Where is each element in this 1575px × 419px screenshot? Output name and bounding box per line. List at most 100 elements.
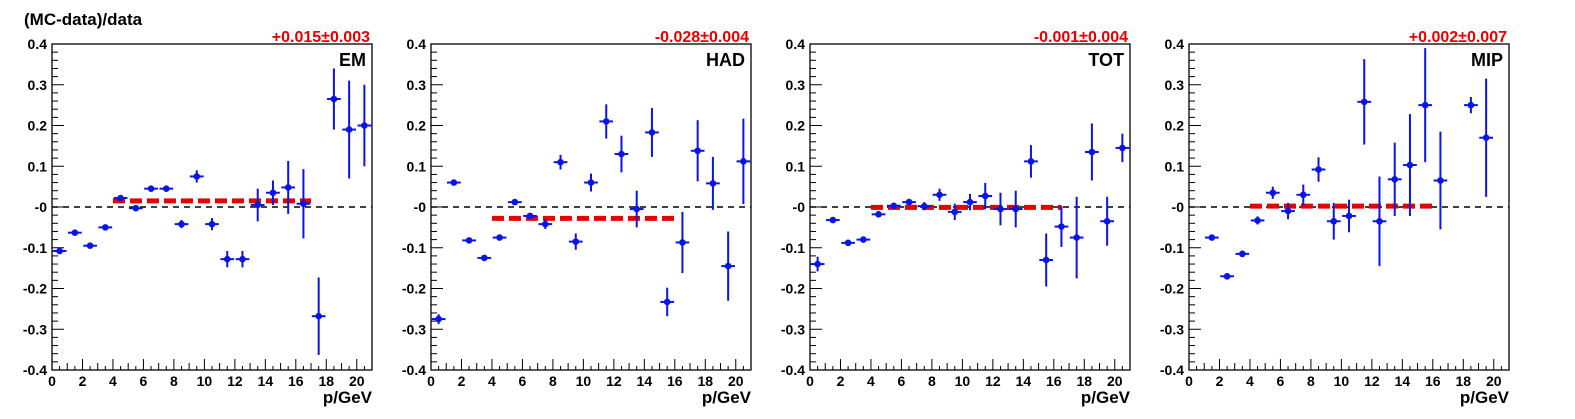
data-marker xyxy=(269,189,277,197)
data-marker xyxy=(239,255,246,263)
data-marker xyxy=(315,312,322,320)
y-tick-label: -0 xyxy=(1172,199,1185,215)
data-marker xyxy=(905,198,913,206)
x-tick-label: 14 xyxy=(637,373,653,389)
data-marker xyxy=(1376,217,1383,225)
y-tick-label: -0 xyxy=(35,199,48,215)
x-tick-label: 4 xyxy=(488,373,496,389)
y-tick-label: -0.2 xyxy=(23,281,47,297)
y-tick-label: -0.1 xyxy=(23,240,47,256)
data-marker xyxy=(829,216,837,224)
data-point xyxy=(189,170,204,183)
data-point xyxy=(205,218,219,231)
data-point xyxy=(220,251,235,268)
data-point xyxy=(614,135,629,173)
data-point xyxy=(477,254,492,262)
data-point xyxy=(706,156,720,210)
data-point xyxy=(1281,202,1295,220)
data-marker xyxy=(481,254,488,262)
data-marker xyxy=(1223,272,1231,280)
x-tick-label: 0 xyxy=(1185,373,1193,389)
y-tick-label: 0.2 xyxy=(1165,118,1185,134)
figure-y-axis-label: (MC-data)/data xyxy=(24,10,143,29)
panel-name-label: EM xyxy=(339,50,366,70)
panel-name-label: HAD xyxy=(706,50,745,70)
data-marker xyxy=(572,238,580,245)
data-marker xyxy=(345,126,353,133)
data-marker xyxy=(541,220,549,228)
x-axis-label: p/GeV xyxy=(1081,388,1131,407)
data-marker xyxy=(1315,166,1322,173)
y-tick-label: 0.1 xyxy=(407,158,427,174)
data-marker xyxy=(1391,175,1399,183)
data-marker xyxy=(1254,217,1261,224)
panel-mip: -0.4 -0.3 -0.2 -0.1 -0 0.1 0.2 0.3 0.4 0 2 4 6 8 10 12 1… xyxy=(1160,29,1510,407)
data-marker xyxy=(1269,189,1277,197)
data-point xyxy=(1024,145,1038,178)
y-tick-label: -0.4 xyxy=(402,362,426,378)
data-marker xyxy=(1360,98,1368,106)
data-marker xyxy=(1208,234,1216,241)
data-point xyxy=(629,190,644,228)
y-tick-label: -0.3 xyxy=(1160,321,1184,337)
panel-tot: -0.4 -0.3 -0.2 -0.1 -0 0.1 0.2 0.3 0.4 0 2 4 6 8 10 12 1… xyxy=(781,29,1131,407)
data-marker xyxy=(997,205,1004,213)
fit-result-label: -0.028±0.004 xyxy=(655,29,749,46)
data-marker xyxy=(602,118,610,125)
data-point xyxy=(296,169,311,239)
data-point xyxy=(645,107,659,157)
x-tick-label: 10 xyxy=(576,373,592,389)
data-marker xyxy=(86,242,94,250)
y-tick-label: -0.3 xyxy=(781,321,805,337)
x-tick-label: 4 xyxy=(867,373,875,389)
x-tick-label: 16 xyxy=(288,373,304,389)
data-point xyxy=(841,239,855,247)
data-marker xyxy=(465,237,473,244)
y-tick-label: 0.3 xyxy=(1165,77,1185,93)
data-point xyxy=(1008,190,1023,228)
data-marker xyxy=(496,234,503,241)
data-marker xyxy=(1012,205,1020,213)
x-tick-label: 20 xyxy=(349,373,365,389)
x-axis-label: p/GeV xyxy=(702,388,752,407)
y-tick-label: -0.1 xyxy=(402,240,426,256)
y-tick-label: 0.1 xyxy=(1165,158,1185,174)
y-tick-label: -0.1 xyxy=(1160,240,1184,256)
data-marker xyxy=(117,194,124,202)
x-tick-label: 8 xyxy=(928,373,936,389)
fit-result-label: +0.002±0.007 xyxy=(1409,29,1507,46)
data-marker xyxy=(147,185,155,192)
data-marker xyxy=(1482,134,1490,142)
data-marker xyxy=(1299,191,1307,199)
x-tick-label: 10 xyxy=(1334,373,1350,389)
data-point xyxy=(159,185,174,192)
y-tick-label: 0.2 xyxy=(28,118,48,134)
panel-had: -0.4 -0.3 -0.2 -0.1 -0 0.1 0.2 0.3 0.4 0 2 4 6 8 10 12 1… xyxy=(402,29,752,407)
x-tick-label: 6 xyxy=(1277,373,1285,389)
data-point xyxy=(357,84,372,167)
x-tick-label: 2 xyxy=(79,373,87,389)
y-tick-label: 0.2 xyxy=(786,118,806,134)
data-point xyxy=(235,251,250,268)
data-marker xyxy=(1103,217,1111,225)
data-marker xyxy=(648,129,656,136)
x-tick-label: 8 xyxy=(549,373,557,389)
data-point xyxy=(1069,196,1084,279)
data-point xyxy=(447,179,461,186)
data-marker xyxy=(920,202,928,210)
data-point xyxy=(660,287,675,317)
data-marker xyxy=(1330,217,1338,225)
data-marker xyxy=(526,212,534,220)
data-marker xyxy=(981,192,989,200)
x-tick-label: 18 xyxy=(318,373,334,389)
x-tick-label: 16 xyxy=(1425,373,1441,389)
x-tick-label: 14 xyxy=(1395,373,1411,389)
x-tick-label: 14 xyxy=(258,373,274,389)
data-marker xyxy=(1042,256,1050,264)
data-point xyxy=(98,224,113,231)
data-marker xyxy=(71,229,79,236)
data-point xyxy=(978,182,993,210)
data-marker xyxy=(618,150,625,158)
x-tick-label: 16 xyxy=(667,373,683,389)
